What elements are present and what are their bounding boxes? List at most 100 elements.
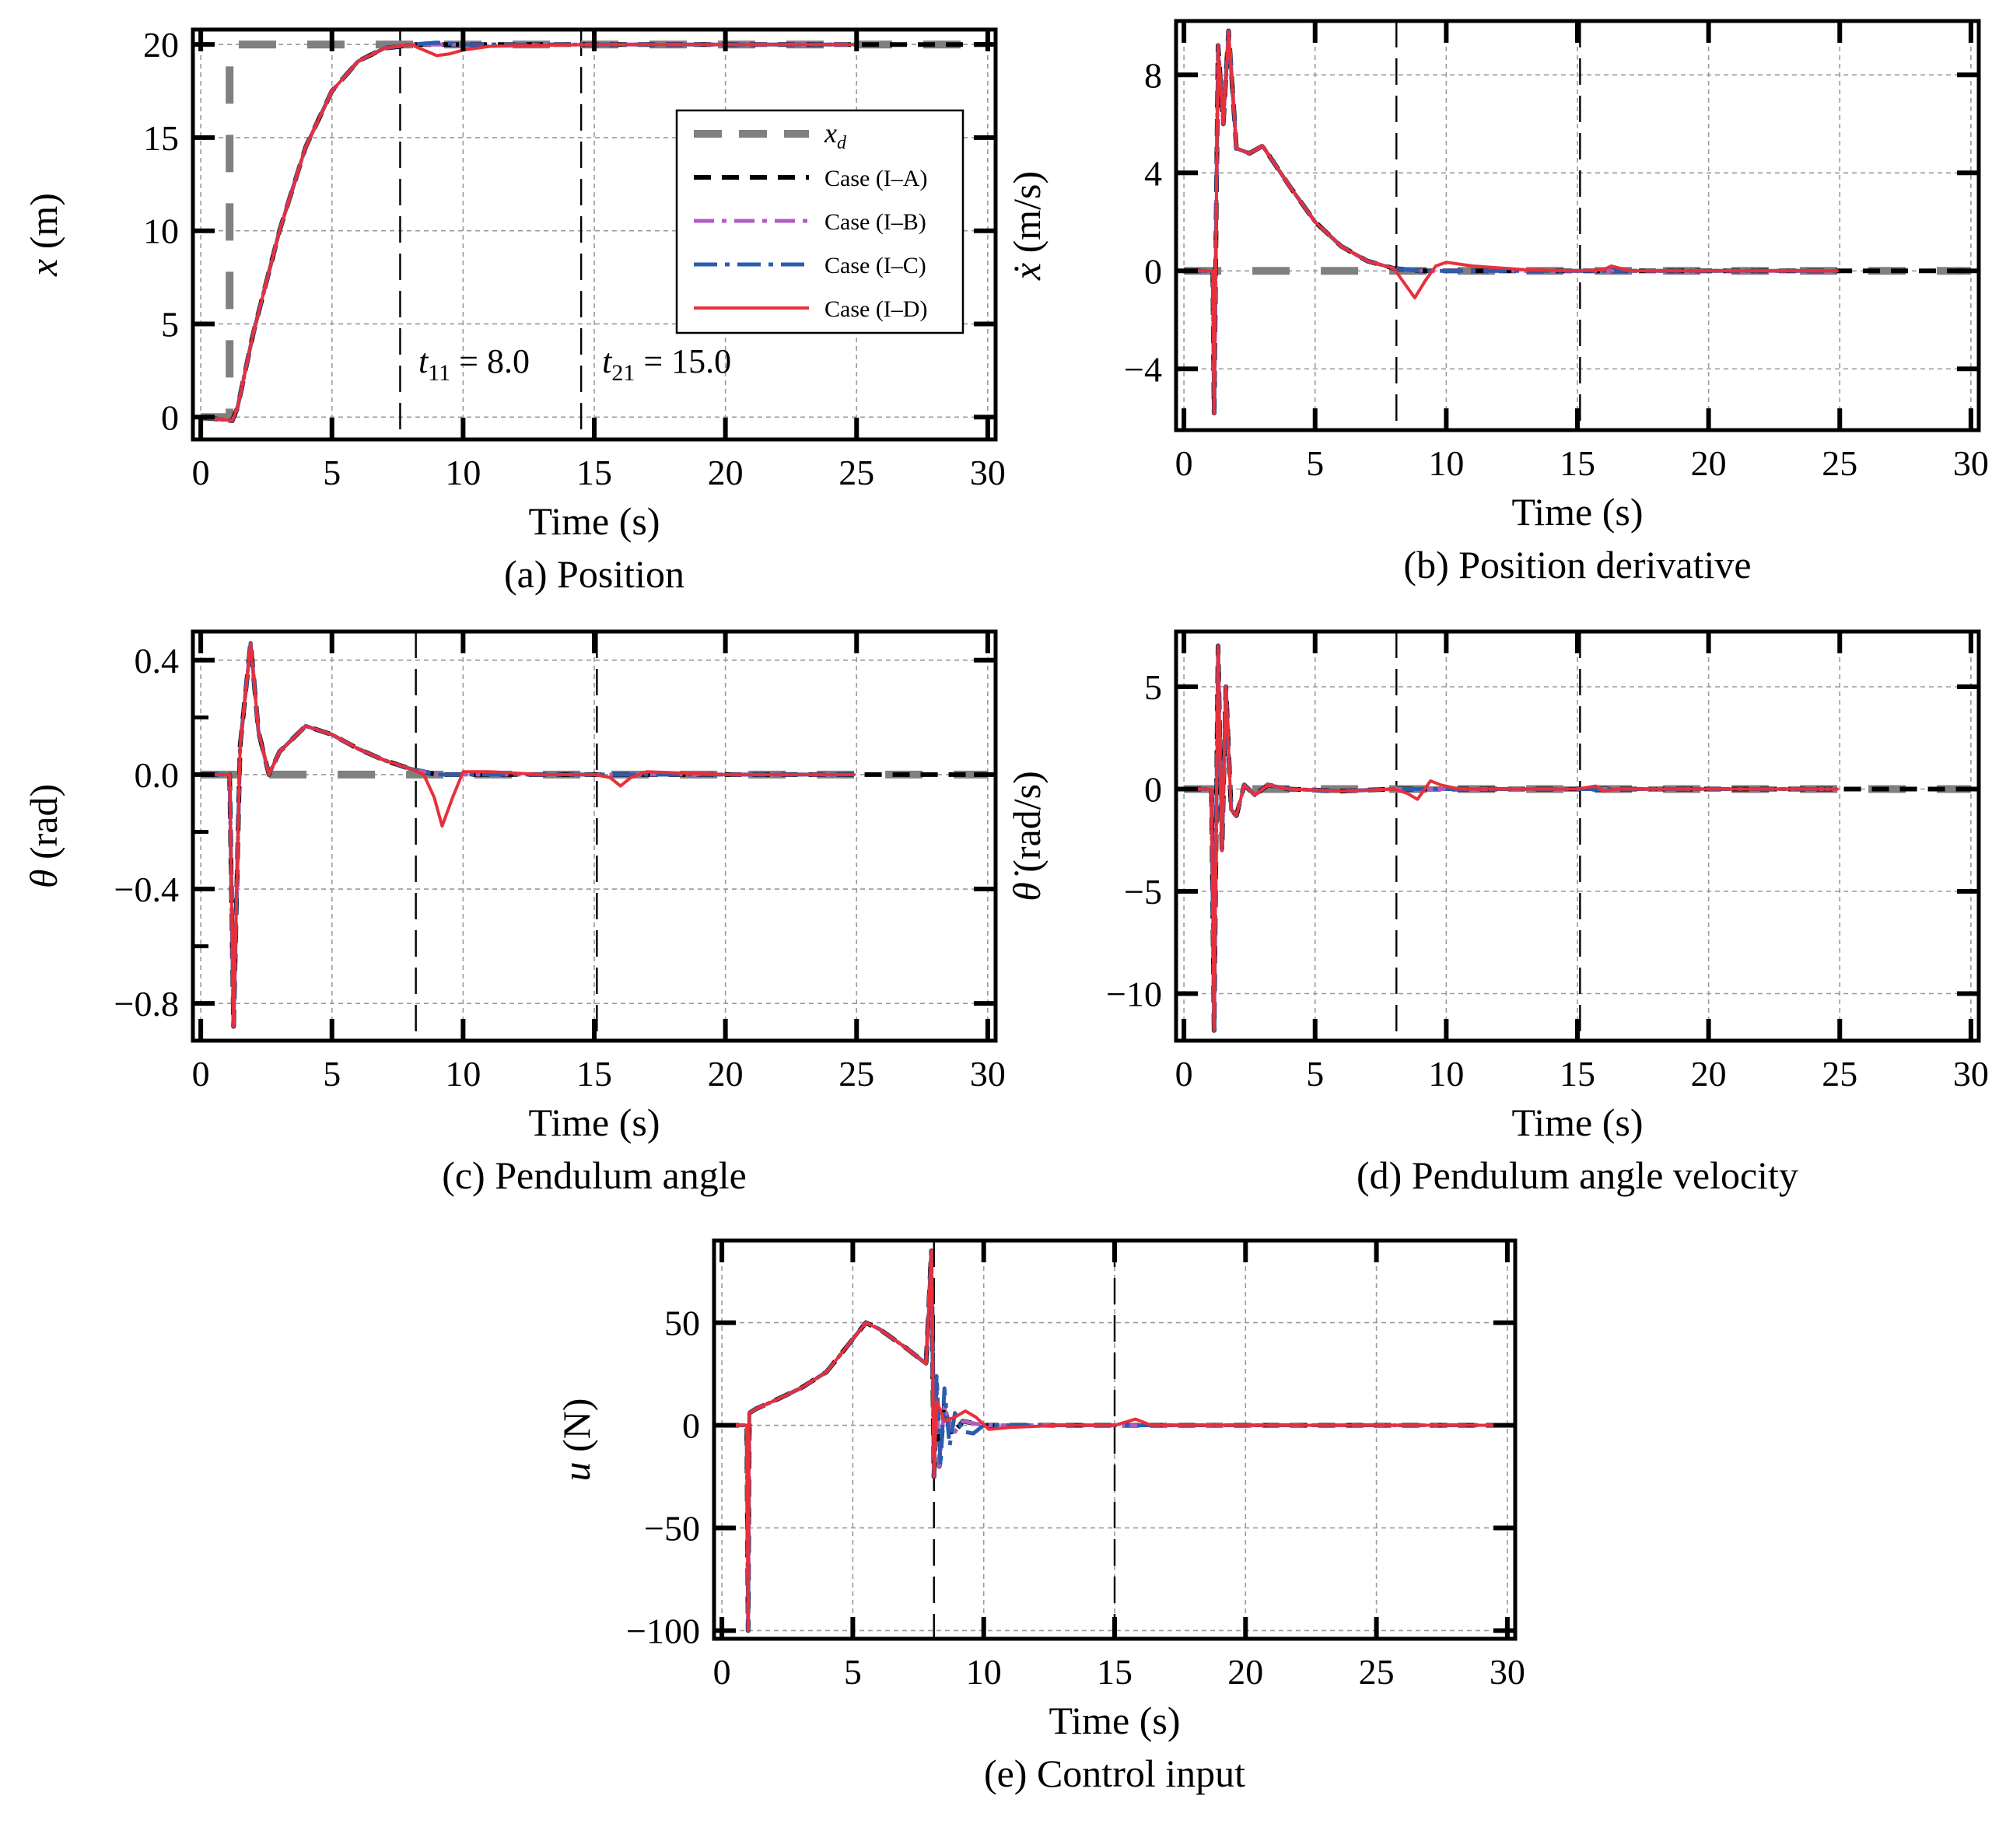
- x-tick-label: 30: [1490, 1652, 1525, 1692]
- x-tick-label: 5: [844, 1652, 862, 1692]
- y-tick-label: −4: [1124, 349, 1162, 389]
- series-line-case-b: [1184, 29, 1837, 415]
- x-tick-label: 20: [1227, 1652, 1263, 1692]
- switch-time-annotation: t21 = 15.0: [602, 342, 731, 386]
- y-tick-label: 4: [1144, 153, 1162, 193]
- x-tick-label: 10: [1428, 443, 1464, 483]
- x-tick-label: 30: [1953, 443, 1989, 483]
- y-axis-unit: (N): [555, 1398, 598, 1462]
- panel-e-control-input: 0 5 10 15 20 25 30 −100 −50 0 50 Time (s) u (N) (e) C…: [555, 1238, 1525, 1795]
- grid: [1176, 632, 1979, 1041]
- x-tick-label: 10: [1428, 1054, 1464, 1094]
- x-tick-label: 0: [1175, 1054, 1193, 1094]
- y-tick-label: 5: [161, 304, 179, 344]
- x-tick-label: 0: [1175, 443, 1193, 483]
- y-tick-label: 8: [1144, 55, 1162, 95]
- y-tick-label: 5: [1144, 667, 1162, 707]
- panel-a-position: 0 5 10 15 20 25 30 0 5 10 15 20 Time (s) x (m) (a) Pos…: [22, 25, 1006, 596]
- legend: xd Case (I–A) Case (I–B) Case (I–C) Case (I–…: [675, 109, 964, 334]
- series-group: [199, 640, 988, 1029]
- y-tick-label: 0: [682, 1406, 700, 1446]
- x-axis-label: Time (s): [528, 1101, 660, 1144]
- series-line-case-d: [720, 1249, 1509, 1633]
- y-tick-label: 0: [1144, 251, 1162, 291]
- x-tick-label: 15: [576, 453, 612, 492]
- x-tick-label: 25: [838, 453, 874, 492]
- x-tick-label: 30: [970, 453, 1006, 492]
- series-group: [720, 1248, 1509, 1633]
- x-tick-label: 15: [576, 1054, 612, 1094]
- y-tick-label: 0.0: [135, 755, 180, 795]
- series-line-case-d: [199, 641, 856, 1028]
- x-tick-label: 15: [1560, 443, 1595, 483]
- x-tick-label: 30: [1953, 1054, 1989, 1094]
- grid: [1176, 21, 1979, 430]
- x-axis-label: Time (s): [1511, 1101, 1643, 1144]
- y-axis-label: θ̇ (rad/s): [1005, 771, 1049, 901]
- y-tick-label: 50: [664, 1304, 700, 1343]
- x-tick-label: 0: [192, 1054, 210, 1094]
- x-tick-label: 15: [1560, 1054, 1595, 1094]
- series-group: [1182, 643, 1971, 1033]
- x-tick-label: 25: [838, 1054, 874, 1094]
- x-tick-label: 20: [708, 453, 744, 492]
- y-tick-label: 10: [143, 212, 179, 251]
- x-tick-label: 25: [1822, 1054, 1857, 1094]
- x-axis-label: Time (s): [528, 499, 660, 543]
- annotation-sub: 21: [611, 360, 635, 386]
- annotation-value: = 15.0: [635, 342, 731, 380]
- y-axis-var: u: [555, 1461, 598, 1481]
- y-axis-unit: (m): [22, 193, 65, 259]
- annotation-sub: 11: [428, 360, 450, 386]
- series-line-case-d: [1182, 644, 1839, 1032]
- x-tick-label: 5: [323, 453, 341, 492]
- annotation-value: = 8.0: [450, 342, 530, 380]
- y-tick-label: 20: [143, 25, 179, 65]
- x-axis-label: Time (s): [1049, 1699, 1180, 1742]
- series-group: [1182, 28, 1971, 415]
- y-tick-label: −50: [644, 1508, 700, 1548]
- panel-b-position-derivative: 0 5 10 15 20 25 30 −4 0 4 8 Time (s) ẋ (m/s) (b) Posi…: [1005, 19, 1989, 586]
- legend-label-var: x: [824, 117, 837, 149]
- panel-caption: (d) Pendulum angle velocity: [1357, 1153, 1798, 1197]
- legend-label: Case (I–C): [824, 253, 926, 278]
- x-tick-label: 30: [970, 1054, 1006, 1094]
- y-tick-label: 0: [1144, 770, 1162, 810]
- y-tick-label: −0.4: [114, 870, 179, 909]
- y-tick-label: −0.8: [114, 984, 179, 1024]
- annotation-var: t: [418, 342, 429, 380]
- panel-caption: (a) Position: [504, 552, 684, 596]
- x-tick-label: 5: [1306, 443, 1324, 483]
- x-axis-label: Time (s): [1511, 490, 1643, 534]
- series-line-case-b: [201, 641, 854, 1029]
- x-tick-label: 20: [708, 1054, 744, 1094]
- x-tick-label: 15: [1097, 1652, 1133, 1692]
- y-axis-label: x (m): [22, 193, 65, 277]
- y-axis-label: ẋ (m/s): [1005, 171, 1049, 281]
- y-tick-label: 0: [161, 397, 179, 437]
- x-tick-label: 20: [1691, 443, 1727, 483]
- series-group: [199, 40, 988, 423]
- x-tick-label: 0: [713, 1652, 731, 1692]
- y-axis-label: θ (rad): [22, 784, 65, 888]
- y-tick-label: −100: [626, 1611, 700, 1650]
- grid: [193, 632, 996, 1041]
- y-axis-unit: (rad): [22, 784, 65, 870]
- y-axis-label: u (N): [555, 1398, 598, 1482]
- x-tick-label: 5: [1306, 1054, 1324, 1094]
- series-line-case-c: [1184, 643, 1837, 1033]
- panel-caption: (e) Control input: [984, 1752, 1245, 1795]
- switch-time-annotation: t11 = 8.0: [418, 342, 530, 386]
- x-tick-label: 25: [1822, 443, 1857, 483]
- y-axis-unit: (rad/s): [1005, 771, 1049, 882]
- y-axis-unit: (m/s): [1005, 171, 1049, 263]
- series-line-case-d: [199, 43, 856, 422]
- series-line-case-b: [1184, 643, 1837, 1033]
- legend-label: Case (I–B): [824, 209, 926, 235]
- y-tick-label: −10: [1106, 975, 1162, 1014]
- y-axis-var: θ: [22, 870, 65, 889]
- x-tick-label: 10: [445, 453, 481, 492]
- x-tick-label: 5: [323, 1054, 341, 1094]
- x-tick-label: 25: [1359, 1652, 1395, 1692]
